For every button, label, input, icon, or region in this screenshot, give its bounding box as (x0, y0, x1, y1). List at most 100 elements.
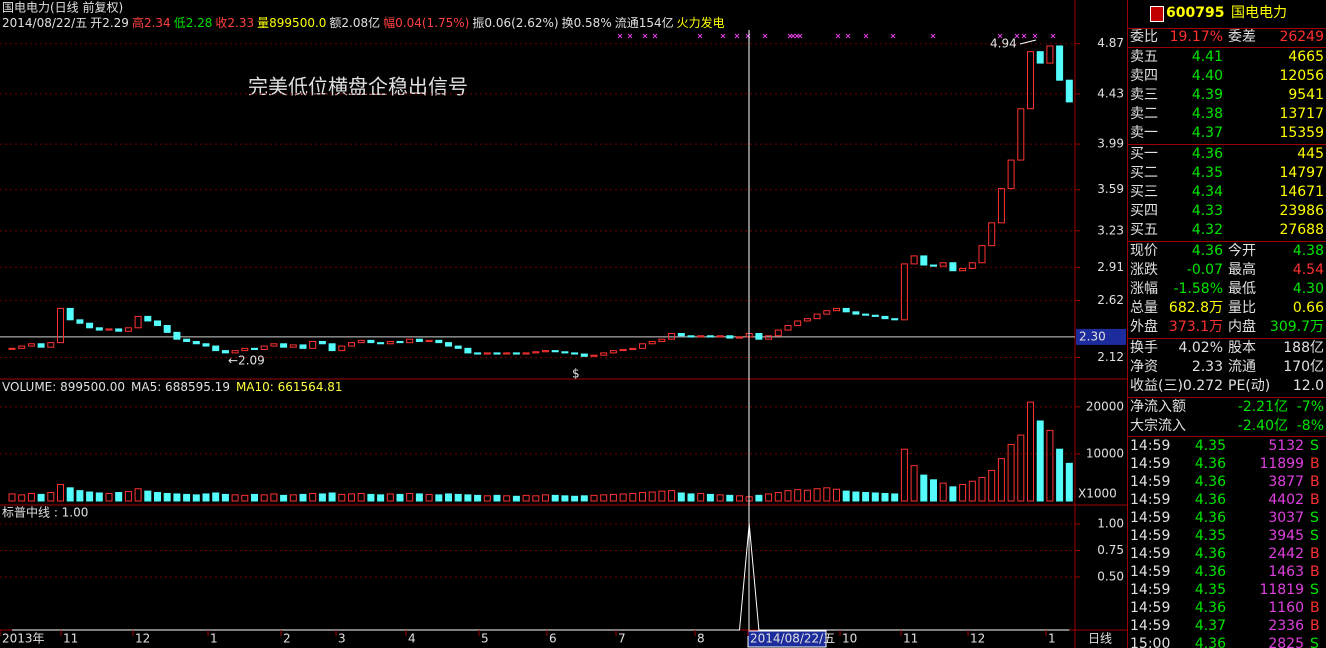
quote-text: 600795 (1166, 5, 1225, 21)
quote-text: S (1310, 528, 1319, 544)
quote-text: 14:59 (1130, 492, 1171, 508)
volume-bar (765, 493, 773, 502)
volume-bar (76, 490, 84, 502)
y-tick-label: 3.23 (1097, 223, 1124, 237)
volume-bar (784, 490, 792, 502)
date-box (747, 630, 827, 648)
x-tick-label: 5 (481, 632, 489, 646)
volume-bar (736, 495, 743, 502)
volume-bar (590, 494, 598, 502)
quote-text: 收益(三) (1130, 378, 1183, 394)
signal-marker (697, 33, 703, 39)
quote-text: 4.02% (1178, 340, 1223, 356)
quote-text: 11899 (1259, 456, 1304, 472)
volume-bar (1017, 434, 1025, 502)
quote-text: 309.7万 (1269, 319, 1324, 335)
quote-text: 14:59 (1130, 600, 1171, 616)
candle (823, 310, 831, 315)
volume-bar (871, 492, 879, 502)
quote-text: 4.36 (1194, 492, 1226, 508)
info-item: 幅0.04(1.75%) (383, 15, 469, 30)
candle (318, 340, 326, 345)
quote-text: 4.34 (1191, 184, 1223, 200)
volume-bar (813, 488, 821, 502)
info-item: 火力发电 (677, 15, 725, 30)
volume-bar (512, 495, 520, 502)
x-tick-label: 2014/08/22/五 (750, 632, 835, 646)
volume-bar (241, 494, 249, 502)
candle (706, 335, 714, 338)
volume-bar (716, 494, 724, 502)
x-tick-label: 1 (1048, 632, 1056, 646)
candle (183, 338, 191, 342)
y-tick-label: 1.00 (1097, 516, 1124, 530)
quote-text: 最高 (1228, 262, 1256, 278)
volume-bar (18, 494, 26, 502)
quote-text: 股本 (1228, 340, 1256, 356)
candle (813, 313, 821, 320)
quote-text: 4.36 (1194, 456, 1226, 472)
quote-text: 0.272 (1182, 378, 1223, 394)
candle (47, 342, 55, 348)
quote-text: B (1310, 600, 1320, 616)
candle (105, 328, 113, 331)
volume-bar (532, 495, 540, 502)
quote-text: 1160 (1268, 600, 1304, 616)
volume-bar (561, 495, 569, 502)
x-tick-label: 2013年 (2, 632, 45, 646)
quote-text: 4.35 (1194, 582, 1226, 598)
x-tick-label: 6 (549, 632, 557, 646)
volume-bar (1007, 444, 1015, 502)
candle (959, 267, 967, 272)
info-item: 量899500.0 (257, 16, 326, 30)
quote-text: 188亿 (1283, 340, 1324, 356)
candle (939, 262, 947, 267)
candle (66, 307, 74, 321)
candle (949, 262, 957, 272)
volume-bar (464, 494, 472, 502)
quote-text: 买四 (1130, 203, 1158, 219)
volume-bar (580, 495, 588, 502)
quote-text: 净资 (1130, 359, 1158, 375)
volume-bar (1027, 401, 1034, 502)
info-item: 高2.34 (132, 15, 171, 30)
quote-text: 外盘 (1130, 319, 1158, 335)
volume-bar (173, 493, 181, 502)
candle (1036, 51, 1044, 64)
volume-bar (600, 494, 608, 502)
quote-text: 27688 (1279, 222, 1324, 238)
candle (435, 339, 443, 344)
quote-text: 9541 (1288, 87, 1324, 103)
volume-bar (571, 495, 579, 502)
quote-text: S (1310, 438, 1319, 454)
quote-text: 11819 (1259, 582, 1304, 598)
volume-bar (435, 494, 443, 502)
volume-bar (658, 490, 666, 502)
candle (765, 335, 773, 340)
candle (464, 347, 472, 354)
volume-title: VOLUME: 899500.00 MA5: 688595.19 MA10: 661… (2, 380, 343, 394)
candle (309, 340, 317, 349)
candle (590, 354, 598, 357)
quote-text: 4.37 (1191, 125, 1223, 141)
volume-bar (1046, 429, 1054, 502)
volume-bar (212, 492, 220, 502)
volume-bar (493, 494, 501, 502)
volume-bar (299, 493, 307, 502)
quote-text: 445 (1297, 146, 1324, 162)
x-tick-label: 4 (408, 632, 416, 646)
candle (871, 314, 879, 317)
volume-title-item: MA5: 688595.19 (131, 380, 230, 394)
signal-marker (790, 33, 796, 39)
candle (95, 327, 103, 331)
quote-text: 4.32 (1191, 222, 1223, 238)
volume-bar (833, 488, 840, 502)
indicator-line (12, 523, 1070, 631)
volume-bar (260, 494, 268, 502)
volume-bar (66, 487, 74, 502)
x-tick-label: 10 (842, 632, 857, 646)
candle (202, 343, 210, 347)
candle (920, 255, 928, 266)
x-tick-label: 1 (210, 632, 218, 646)
quote-text: 最低 (1228, 281, 1256, 297)
